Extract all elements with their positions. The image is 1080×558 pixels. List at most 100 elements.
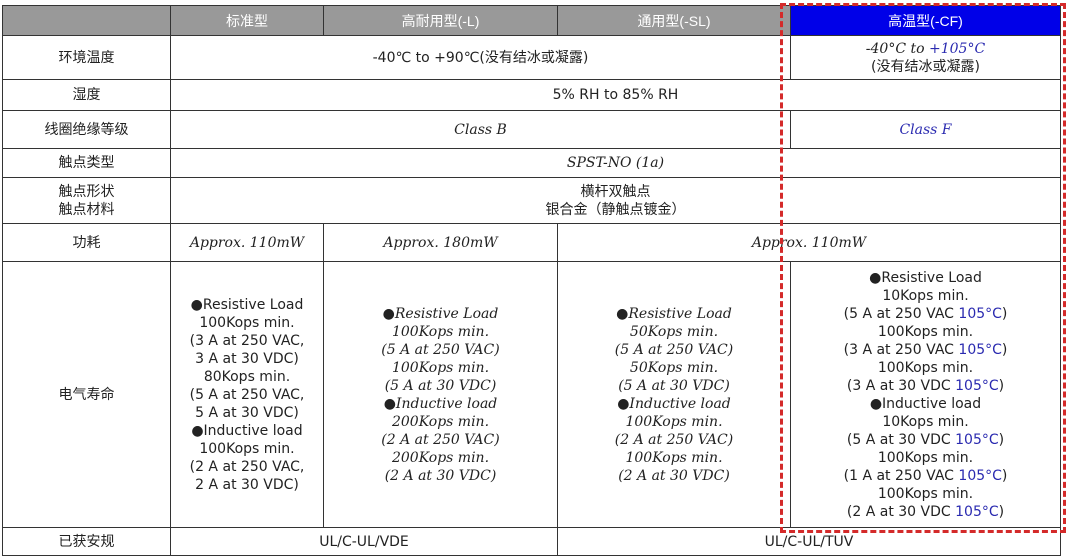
life-line: 5 A at 30 VDC) (195, 404, 299, 421)
life-line: (2 A at 30 VDC 105°C) (791, 503, 1060, 521)
life-line: (2 A at 250 VAC) (614, 431, 734, 448)
life-line: 100Kops min. (199, 314, 295, 331)
life-line: (2 A at 30 VDC) (618, 467, 730, 484)
cf-temp-prefix: -40°C to (865, 40, 930, 57)
humidity-value: 5% RH to 85% RH (170, 79, 1061, 111)
life-line-text: 100Kops min. (877, 449, 974, 466)
life-line: 200Kops min. (391, 413, 490, 430)
life-line: (2 A at 30 VDC) (384, 467, 497, 484)
row-electrical-life: 电气寿命 ●Resistive Load 100Kops min. (3 A at … (2, 261, 1061, 528)
label-certification: 已获安规 (2, 527, 171, 556)
row-power: 功耗 Approx. 110mW Approx. 180mW Approx. 1… (2, 223, 1061, 262)
life-temp: 105°C (958, 341, 1002, 358)
ambient-temp-cf: -40°C to +105°C (没有结冰或凝露) (790, 35, 1061, 80)
life-line: (5 A at 250 VAC, (189, 386, 305, 403)
life-line: 3 A at 30 VDC) (195, 350, 299, 367)
life-line-text: (5 A at 250 VAC (843, 305, 959, 322)
contact-shape-text: 横杆双触点 (580, 183, 651, 200)
life-line: (3 A at 250 VAC, (189, 332, 305, 349)
contact-type-value: SPST-NO (1a) (170, 148, 1061, 178)
life-close: ) (1001, 467, 1008, 484)
life-line: 50Kops min. (629, 359, 719, 376)
insulation-common: Class B (170, 110, 791, 149)
life-general: ●Resistive Load 50Kops min. (5 A at 250 VA… (557, 261, 791, 528)
label-contact-material: 触点材料 (58, 201, 115, 218)
row-certification: 已获安规 UL/C-UL/VDE UL/C-UL/TUV (2, 527, 1061, 556)
life-temp: 105°C (955, 377, 999, 394)
cf-temp-max: +105°C (929, 40, 986, 57)
life-line: (2 A at 250 VAC, (189, 458, 305, 475)
life-high-temp: ●Resistive Load 10Kops min. (5 A at 250 VA… (790, 261, 1061, 528)
life-line-text: (3 A at 30 VDC (846, 377, 956, 394)
insulation-cf: Class F (790, 110, 1061, 149)
row-contact-type: 触点类型 SPST-NO (1a) (2, 148, 1061, 178)
life-line: ●Inductive load (791, 395, 1060, 413)
label-contact-shape-1: 触点形状 (58, 183, 115, 200)
life-line-text: 10Kops min. (882, 287, 969, 304)
relay-spec-table: 标准型 高耐用型(-L) 通用型(-SL) 高温型(-CF) 环境温度 -40℃… (2, 5, 1061, 556)
row-humidity: 湿度 5% RH to 85% RH (2, 79, 1061, 111)
label-contact-shape: 触点形状 触点材料 (2, 177, 171, 224)
life-line-text: ●Inductive load (869, 395, 982, 412)
life-line-text: (3 A at 250 VAC (843, 341, 959, 358)
row-insulation: 线圈绝缘等级 Class B Class F (2, 110, 1061, 149)
life-line-text: 100Kops min. (877, 485, 974, 502)
life-line: (5 A at 30 VDC 105°C) (791, 431, 1060, 449)
life-line: 100Kops min. (791, 359, 1060, 377)
header-general: 通用型(-SL) (557, 5, 791, 36)
life-line: (5 A at 250 VAC) (614, 341, 734, 358)
life-line: ●Inductive load (191, 422, 303, 439)
life-line-text: (5 A at 30 VDC (846, 431, 956, 448)
life-line: 50Kops min. (629, 323, 719, 340)
power-others: Approx. 110mW (557, 223, 1061, 262)
life-line: ●Inductive load (617, 395, 731, 412)
ambient-temp-common: -40℃ to +90℃(没有结冰或凝露) (170, 35, 791, 80)
life-line-text: (2 A at 30 VDC (846, 503, 956, 520)
life-line: 2 A at 30 VDC) (195, 476, 299, 493)
power-high-durability: Approx. 180mW (323, 223, 558, 262)
life-line-text: ●Resistive Load (869, 269, 982, 286)
life-line: 10Kops min. (791, 287, 1060, 305)
life-line: 10Kops min. (791, 413, 1060, 431)
life-line: ●Resistive Load (616, 305, 732, 322)
label-insulation: 线圈绝缘等级 (2, 110, 171, 149)
life-close: ) (1001, 305, 1008, 322)
header-row: 标准型 高耐用型(-L) 通用型(-SL) 高温型(-CF) (2, 5, 1061, 36)
contact-material-text: 银合金（静触点镀金） (545, 201, 686, 218)
life-line: (5 A at 250 VAC 105°C) (791, 305, 1060, 323)
life-line: (1 A at 250 VAC 105°C) (791, 467, 1060, 485)
life-line: ●Inductive load (383, 395, 498, 412)
life-line-text: 100Kops min. (877, 359, 974, 376)
life-line: ●Resistive Load (791, 269, 1060, 287)
life-line: (3 A at 30 VDC 105°C) (791, 377, 1060, 395)
label-power: 功耗 (2, 223, 171, 262)
life-line: 80Kops min. (203, 368, 291, 385)
life-line-text: (1 A at 250 VAC (843, 467, 959, 484)
row-contact-shape: 触点形状 触点材料 横杆双触点 银合金（静触点镀金） (2, 177, 1061, 224)
header-standard: 标准型 (170, 5, 324, 36)
header-blank (2, 5, 171, 36)
life-line: 100Kops min. (391, 323, 490, 340)
life-temp: 105°C (958, 305, 1002, 322)
life-close: ) (998, 377, 1005, 394)
life-line: 100Kops min. (791, 449, 1060, 467)
life-close: ) (998, 503, 1005, 520)
life-line: 100Kops min. (625, 449, 723, 466)
life-line: (5 A at 30 VDC) (618, 377, 730, 394)
contact-shape-value: 横杆双触点 银合金（静触点镀金） (170, 177, 1061, 224)
label-humidity: 湿度 (2, 79, 171, 111)
label-electrical-life: 电气寿命 (2, 261, 171, 528)
life-line: ●Resistive Load (382, 305, 499, 322)
life-line: ●Resistive Load (190, 296, 304, 313)
life-line: (3 A at 250 VAC 105°C) (791, 341, 1060, 359)
label-ambient-temp: 环境温度 (2, 35, 171, 80)
life-standard: ●Resistive Load 100Kops min. (3 A at 250 V… (170, 261, 324, 528)
life-line: (5 A at 30 VDC) (384, 377, 497, 394)
life-temp: 105°C (955, 503, 999, 520)
life-line: 100Kops min. (199, 440, 295, 457)
life-line: (5 A at 250 VAC) (381, 341, 500, 358)
life-line-text: 10Kops min. (882, 413, 969, 430)
cert-standard-l: UL/C-UL/VDE (170, 527, 558, 556)
life-line: 100Kops min. (791, 323, 1060, 341)
life-line-text: 100Kops min. (877, 323, 974, 340)
